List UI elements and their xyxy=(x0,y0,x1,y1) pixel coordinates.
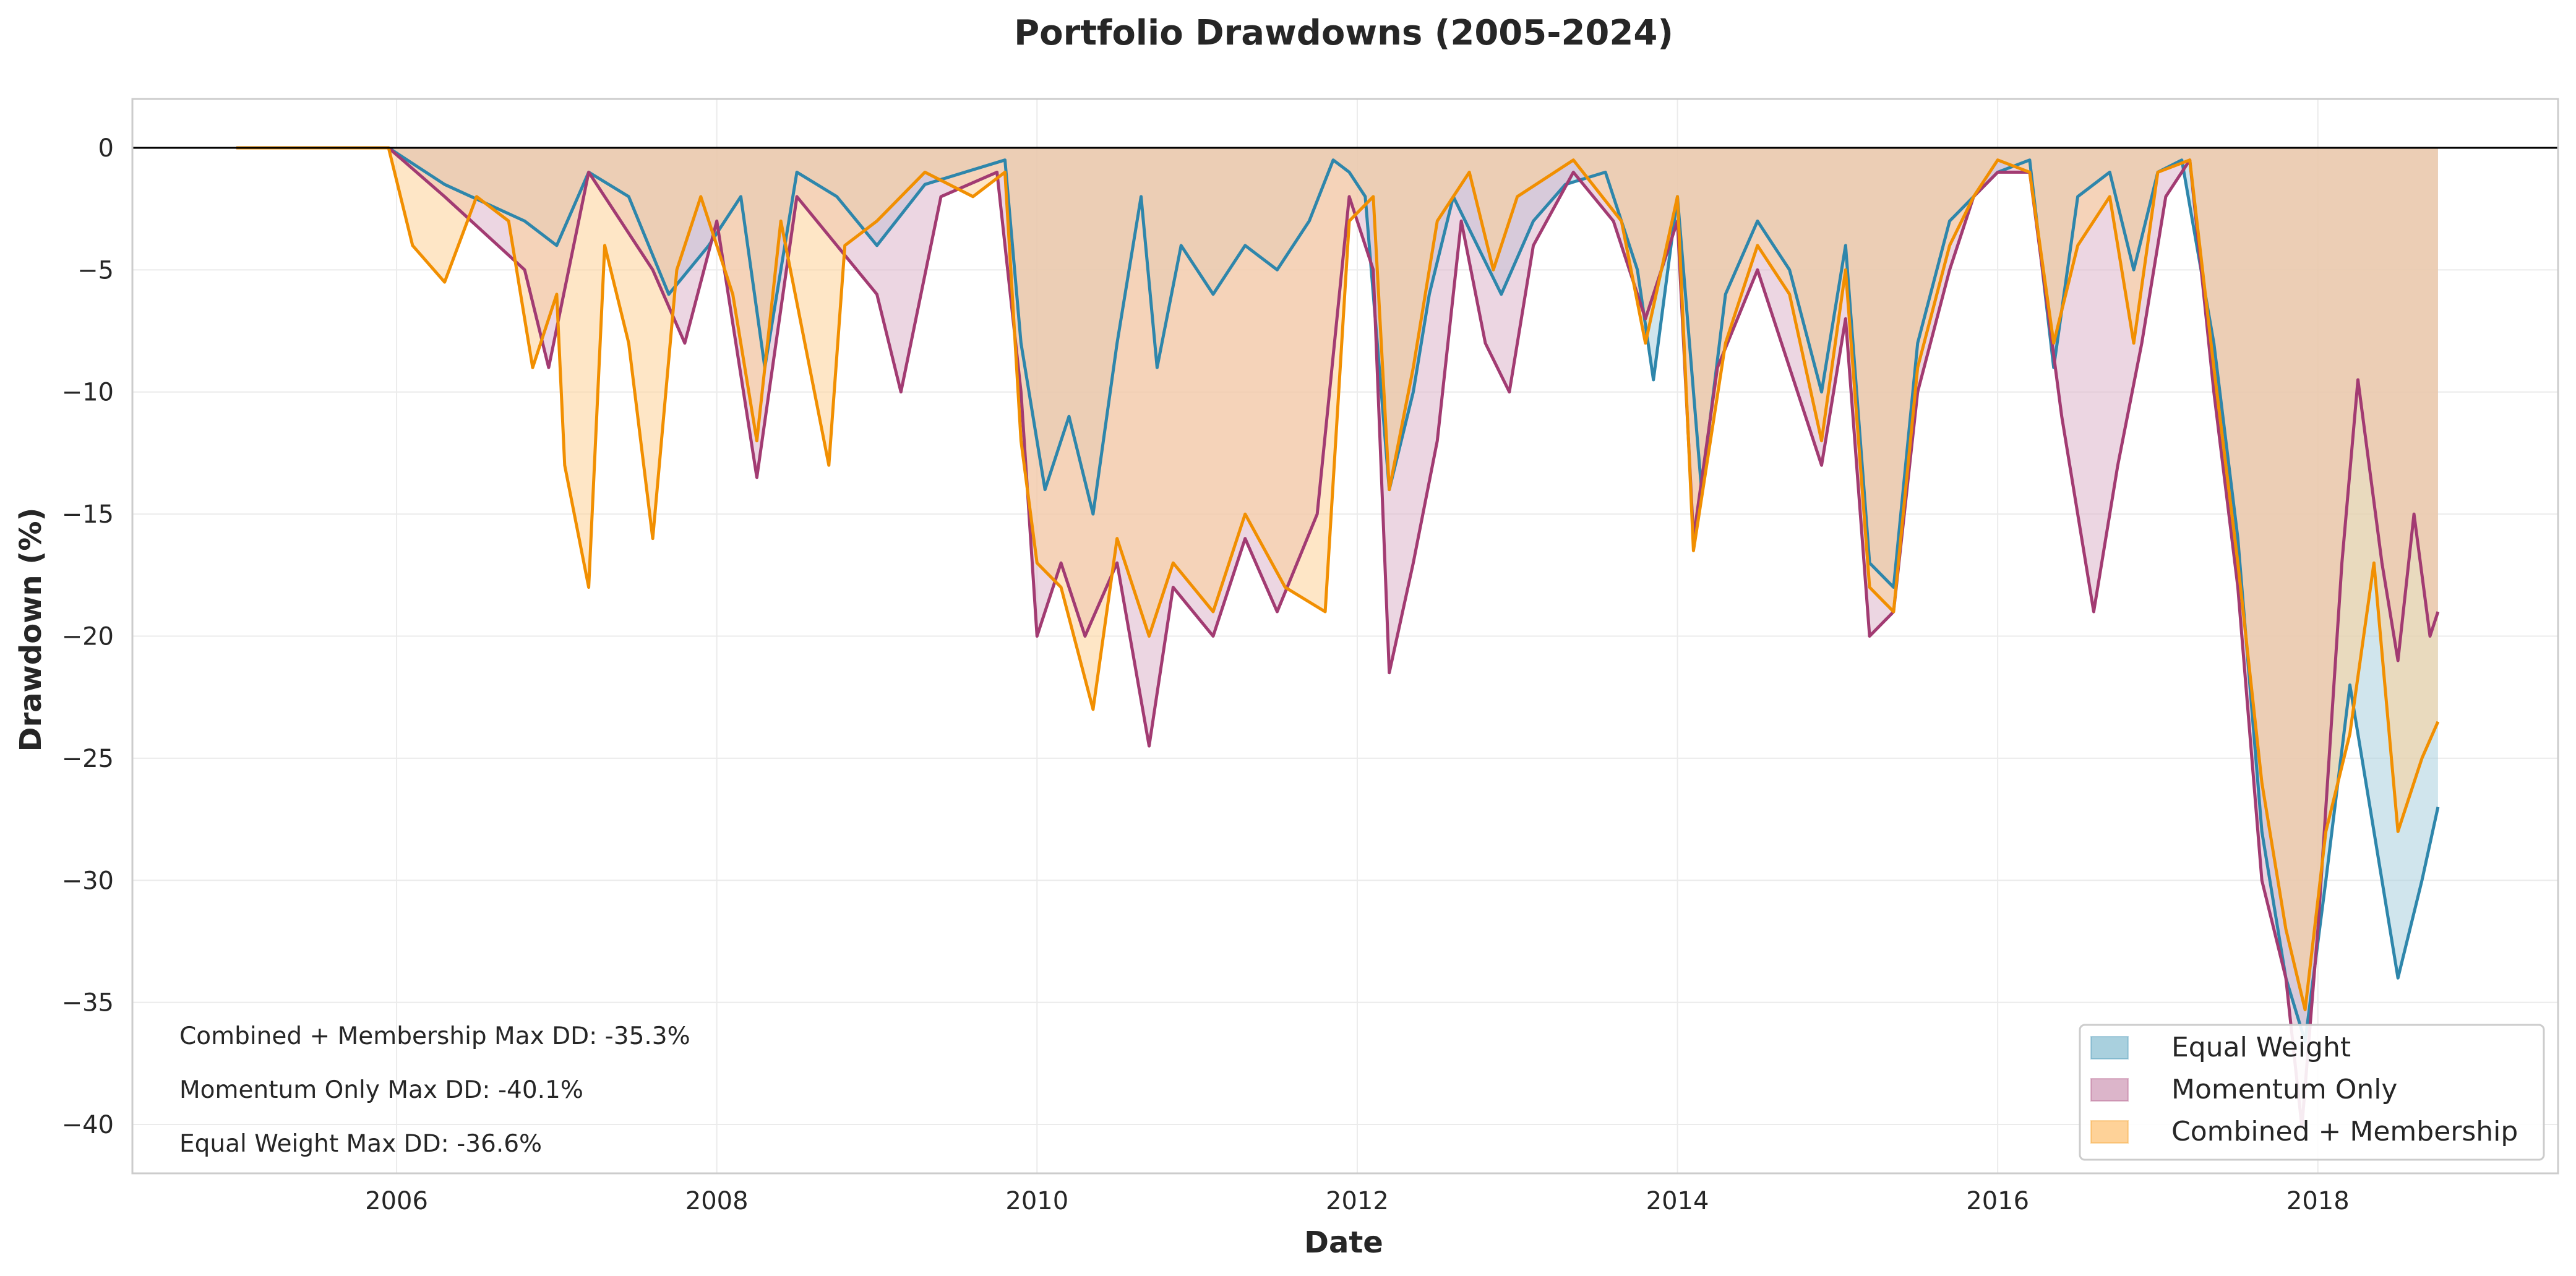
line-momentum-only xyxy=(236,146,2440,1129)
legend-swatch-combined-membership xyxy=(2090,1120,2129,1144)
y-tick-label: −35 xyxy=(62,989,114,1017)
y-tick-label: −20 xyxy=(62,623,114,651)
area-combined-membership xyxy=(236,148,2438,1010)
x-tick-label: 2006 xyxy=(365,1187,428,1215)
x-tick-label: 2014 xyxy=(1646,1187,1709,1215)
legend-swatch-equal-weight xyxy=(2090,1036,2129,1060)
x-tick-label: 2018 xyxy=(2286,1187,2350,1215)
x-axis-ticks: 2006 2008 2010 2012 2014 2016 2018 xyxy=(365,1187,2350,1215)
x-tick-label: 2010 xyxy=(1005,1187,1068,1215)
line-equal-weight xyxy=(236,146,2440,1043)
y-axis-ticks: 0 −5 −10 −15 −20 −25 −30 −35 −40 xyxy=(62,134,114,1139)
series-lines xyxy=(236,146,2440,1129)
y-axis-label: Drawdown (%) xyxy=(14,508,48,752)
plot-frame xyxy=(131,98,2559,1175)
y-tick-label: 0 xyxy=(98,134,114,163)
legend-box xyxy=(2079,1024,2545,1161)
y-tick-label: −25 xyxy=(62,745,114,773)
legend-label-equal-weight: Equal Weight xyxy=(2171,1032,2351,1063)
max-drawdown-annotations: Combined + Membership Max DD: -35.3% Mom… xyxy=(179,1022,690,1158)
legend: Equal Weight Momentum Only Combined + Me… xyxy=(2079,1024,2545,1161)
chart-title: Portfolio Drawdowns (2005-2024) xyxy=(1014,13,1673,53)
x-tick-label: 2008 xyxy=(685,1187,749,1215)
y-tick-label: −15 xyxy=(62,500,114,529)
x-tick-label: 2012 xyxy=(1326,1187,1389,1215)
line-combined-membership xyxy=(236,146,2440,1011)
x-axis-label: Date xyxy=(1304,1225,1383,1260)
legend-label-momentum-only: Momentum Only xyxy=(2171,1074,2397,1105)
legend-label-combined-membership: Combined + Membership xyxy=(2171,1116,2518,1147)
annotation-equal-weight-max-dd: Equal Weight Max DD: -36.6% xyxy=(179,1130,542,1158)
series-fills xyxy=(236,148,2438,1127)
y-tick-label: −40 xyxy=(62,1111,114,1139)
y-tick-label: −30 xyxy=(62,867,114,895)
legend-swatch-momentum-only xyxy=(2090,1078,2129,1102)
y-tick-label: −5 xyxy=(77,256,114,285)
x-tick-label: 2016 xyxy=(1966,1187,2029,1215)
y-tick-label: −10 xyxy=(62,379,114,407)
annotation-combined-max-dd: Combined + Membership Max DD: -35.3% xyxy=(179,1022,690,1050)
annotation-momentum-max-dd: Momentum Only Max DD: -40.1% xyxy=(179,1076,583,1104)
